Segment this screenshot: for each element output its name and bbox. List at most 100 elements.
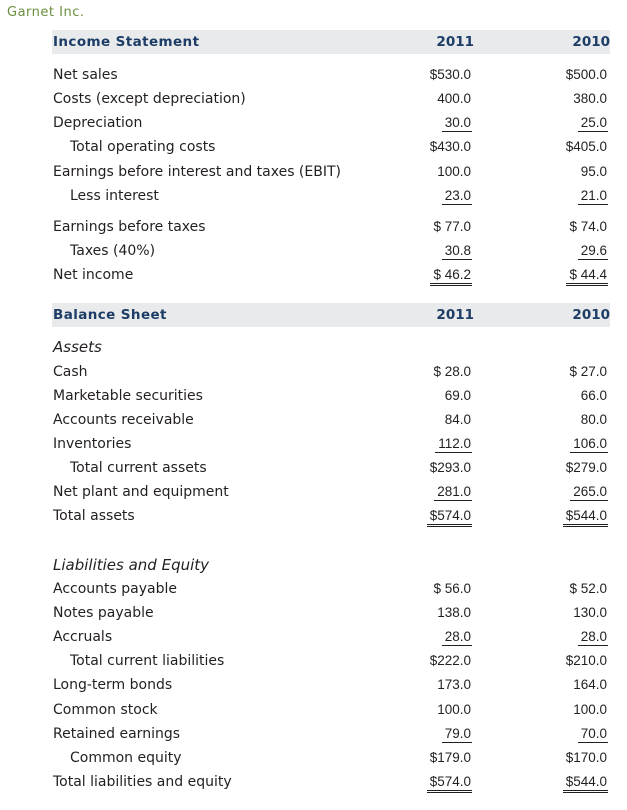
value-2010: 380.0	[573, 91, 607, 106]
liabilities-heading-row: Liabilities and Equity	[52, 555, 610, 577]
row-label: Total assets	[53, 508, 135, 524]
value-2010: 95.0	[580, 164, 607, 179]
balance-sheet-year-2010: 2010	[572, 307, 610, 323]
row-label: Cash	[53, 364, 88, 380]
value-2011: 100.0	[437, 702, 471, 717]
table-row: Net income $ 46.2 $ 44.4	[52, 265, 610, 287]
value-2010: $210.0	[565, 653, 607, 668]
value-2011: $293.0	[429, 460, 471, 475]
value-2010: 100.0	[573, 702, 607, 717]
value-2010: 28.0	[577, 629, 608, 646]
table-row: Total liabilities and equity $574.0 $544…	[52, 772, 610, 794]
row-label: Common stock	[53, 702, 158, 718]
value-2010: $500.0	[565, 67, 607, 82]
value-2011: 112.0	[435, 436, 472, 453]
value-2011: $ 56.0	[433, 581, 471, 596]
value-2011: 79.0	[441, 726, 472, 743]
row-label: Depreciation	[53, 115, 143, 131]
table-row: Less interest 23.0 21.0	[52, 186, 610, 208]
value-2010: 66.0	[580, 388, 607, 403]
value-2011: $222.0	[429, 653, 471, 668]
table-row: Long-term bonds 173.0 164.0	[52, 675, 610, 697]
value-2010: $ 27.0	[569, 364, 607, 379]
table-row: Total operating costs $430.0 $405.0	[52, 137, 610, 159]
row-label: Retained earnings	[53, 726, 181, 742]
value-2010: 265.0	[570, 484, 608, 501]
row-label: Accounts payable	[53, 581, 177, 597]
value-2011: $ 77.0	[433, 219, 471, 234]
value-2011: $ 46.2	[430, 267, 472, 286]
value-2010: 80.0	[580, 412, 607, 427]
value-2010: $544.0	[562, 508, 608, 527]
table-row: Accounts receivable 84.0 80.0	[52, 410, 610, 432]
row-label: Long-term bonds	[53, 677, 173, 693]
company-name: Garnet Inc.	[7, 5, 85, 20]
row-label: Inventories	[53, 436, 132, 452]
income-statement-year-2011: 2011	[436, 34, 474, 50]
table-row: Taxes (40%) 30.8 29.6	[52, 241, 610, 263]
row-label: Accounts receivable	[53, 412, 194, 428]
value-2011: $430.0	[429, 139, 471, 154]
value-2010: 164.0	[573, 677, 607, 692]
table-row: Earnings before interest and taxes (EBIT…	[52, 162, 610, 184]
row-label: Costs (except depreciation)	[53, 91, 246, 107]
row-label: Earnings before interest and taxes (EBIT…	[53, 164, 341, 180]
table-row: Common stock 100.0 100.0	[52, 700, 610, 722]
value-2010: $ 52.0	[569, 581, 607, 596]
income-statement-header: Income Statement 2011 2010	[52, 30, 610, 54]
table-row: Notes payable 138.0 130.0	[52, 603, 610, 625]
value-2010: 25.0	[577, 115, 608, 132]
value-2011: 173.0	[437, 677, 471, 692]
row-label: Total current assets	[70, 460, 207, 476]
income-statement-year-2010: 2010	[572, 34, 610, 50]
row-label: Accruals	[53, 629, 113, 645]
table-row: Total current liabilities $222.0 $210.0	[52, 651, 610, 673]
value-2011: 138.0	[437, 605, 471, 620]
row-label: Common equity	[70, 750, 182, 766]
table-row: Accounts payable $ 56.0 $ 52.0	[52, 579, 610, 601]
table-row: Cash $ 28.0 $ 27.0	[52, 362, 610, 384]
value-2010: 21.0	[577, 188, 608, 205]
row-label: Marketable securities	[53, 388, 203, 404]
table-row: Earnings before taxes $ 77.0 $ 74.0	[52, 217, 610, 239]
value-2011: 69.0	[444, 388, 471, 403]
table-row: Net plant and equipment 281.0 265.0	[52, 482, 610, 504]
assets-heading-row: Assets	[52, 337, 610, 359]
row-label: Net plant and equipment	[53, 484, 229, 500]
table-row: Common equity $179.0 $170.0	[52, 748, 610, 770]
value-2011: 28.0	[441, 629, 472, 646]
row-label: Net sales	[53, 67, 118, 83]
value-2011: $ 28.0	[433, 364, 471, 379]
balance-sheet-header: Balance Sheet 2011 2010	[52, 303, 610, 327]
table-row: Total current assets $293.0 $279.0	[52, 458, 610, 480]
table-row: Net sales $530.0 $500.0	[52, 65, 610, 87]
row-label: Notes payable	[53, 605, 154, 621]
row-label: Earnings before taxes	[53, 219, 206, 235]
value-2010: $170.0	[565, 750, 607, 765]
value-2011: 281.0	[434, 484, 472, 501]
table-row: Marketable securities 69.0 66.0	[52, 386, 610, 408]
value-2010: 130.0	[573, 605, 607, 620]
liabilities-heading: Liabilities and Equity	[53, 556, 210, 574]
balance-sheet-year-2011: 2011	[436, 307, 474, 323]
table-row: Inventories 112.0 106.0	[52, 434, 610, 456]
assets-heading: Assets	[53, 338, 102, 356]
value-2011: 23.0	[441, 188, 472, 205]
table-row: Costs (except depreciation) 400.0 380.0	[52, 89, 610, 111]
row-label: Taxes (40%)	[70, 243, 156, 259]
value-2010: $279.0	[565, 460, 607, 475]
row-label: Total operating costs	[70, 139, 216, 155]
value-2011: $530.0	[429, 67, 471, 82]
value-2011: $574.0	[426, 774, 472, 793]
value-2011: $574.0	[426, 508, 472, 527]
value-2011: 30.0	[441, 115, 472, 132]
value-2011: 100.0	[437, 164, 471, 179]
value-2010: 29.6	[577, 243, 608, 260]
table-row: Accruals 28.0 28.0	[52, 627, 610, 649]
income-statement-title: Income Statement	[53, 34, 200, 50]
value-2010: 106.0	[570, 436, 608, 453]
table-row: Total assets $574.0 $544.0	[52, 506, 610, 528]
table-row: Retained earnings 79.0 70.0	[52, 724, 610, 746]
value-2010: $544.0	[562, 774, 608, 793]
row-label: Total current liabilities	[70, 653, 225, 669]
